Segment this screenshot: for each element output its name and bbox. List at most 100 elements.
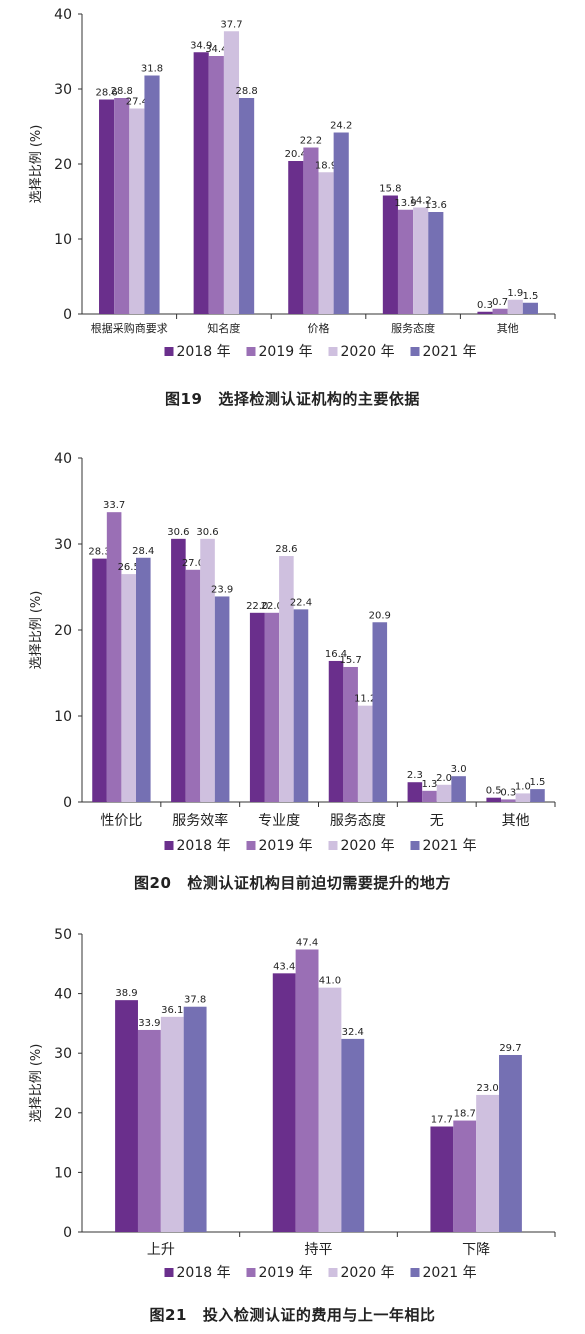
x-tick-label: 价格: [308, 321, 330, 335]
data-label: 22.2: [300, 136, 322, 147]
bar: [293, 609, 309, 802]
data-label: 13.6: [425, 200, 447, 211]
legend-swatch: [164, 1268, 174, 1277]
legend-entry: 2018 年: [177, 344, 231, 360]
data-label: 22.4: [290, 597, 312, 608]
figure-20: 0 10 20 30 40 选择比例 (%) 性价比 服务效率 专业度 服务态度 无 其他 28.3 30…: [0, 440, 585, 860]
x-tick-label: 其他: [497, 322, 519, 335]
bar: [318, 172, 334, 314]
legend-entry: 2021 年: [423, 344, 477, 360]
legend-swatch: [328, 841, 338, 850]
data-label: 28.6: [275, 544, 297, 555]
bar: [515, 793, 531, 802]
bar: [436, 784, 452, 802]
data-label: 1.5: [522, 291, 538, 302]
bar: [333, 132, 349, 314]
x-tick-label: 专业度: [258, 813, 300, 829]
bar: [357, 705, 373, 802]
data-label: 1.9: [507, 288, 523, 299]
data-label: 18.7: [454, 1109, 476, 1120]
data-label: 41.0: [319, 976, 341, 987]
bar: [136, 557, 151, 802]
x-tick-label: 下降: [462, 1242, 490, 1258]
bar: [486, 797, 501, 802]
caption-20-text: 检测认证机构目前迫切需要提升的地方: [187, 874, 451, 892]
bar: [430, 1126, 454, 1232]
bar: [214, 596, 230, 802]
y-tick-label: 0: [63, 1225, 72, 1241]
legend-entry: 2019 年: [259, 1265, 313, 1281]
data-label: 1.0: [515, 781, 531, 792]
bar: [183, 1006, 207, 1232]
bar: [382, 195, 398, 314]
data-label: 1.5: [530, 777, 546, 788]
bar: [208, 56, 224, 314]
chart-21: 0 10 20 30 40 50 选择比例 (%) 上升 持平 下降 38.9 43.4 17.7 33.…: [29, 927, 556, 1281]
data-label: 1.3: [422, 779, 438, 790]
data-label: 38.9: [115, 988, 137, 999]
data-label: 29.7: [499, 1043, 521, 1054]
legend-swatch: [410, 347, 420, 356]
x-tick-label: 持平: [305, 1242, 333, 1258]
data-label: 0.3: [477, 300, 493, 311]
bar: [341, 1038, 365, 1232]
bar: [185, 569, 201, 802]
bar: [200, 538, 215, 802]
data-label: 31.8: [141, 64, 163, 75]
legend-entry: 2019 年: [259, 838, 313, 854]
bar: [530, 789, 545, 802]
caption-19-text: 选择检测认证机构的主要依据: [218, 390, 420, 408]
bar: [114, 98, 130, 314]
y-tick-label: 0: [63, 795, 72, 811]
data-label: 27.0: [182, 558, 204, 569]
data-label: 3.0: [451, 764, 467, 775]
x-tick-label: 服务效率: [172, 812, 228, 829]
data-label: 27.4: [126, 97, 148, 108]
data-label: 15.8: [379, 184, 401, 195]
x-tick-label: 无: [430, 813, 444, 829]
data-label: 36.1: [161, 1005, 183, 1016]
data-label: 0.7: [492, 297, 508, 308]
data-label: 37.8: [184, 995, 206, 1006]
y-tick-label: 40: [54, 451, 72, 467]
x-tick-label: 上升: [147, 1242, 175, 1258]
bar: [422, 790, 437, 802]
bar: [507, 299, 523, 314]
legend-swatch: [246, 1268, 256, 1277]
y-tick-label: 30: [54, 82, 72, 98]
data-label: 2.0: [436, 773, 452, 784]
data-label: 34.9: [190, 40, 212, 51]
y-axis-label: 选择比例 (%): [29, 1044, 44, 1123]
data-label: 37.7: [220, 19, 242, 30]
bar: [343, 666, 358, 802]
y-tick-label: 10: [54, 709, 72, 725]
caption-20-number: 图20: [134, 874, 172, 892]
y-axis-label: 选择比例 (%): [29, 125, 44, 204]
bar: [328, 660, 344, 802]
bar: [272, 973, 296, 1232]
bar: [160, 1016, 184, 1232]
bar: [407, 782, 423, 802]
caption-21-number: 图21: [149, 1306, 187, 1324]
caption-19: 图19 选择检测认证机构的主要依据: [0, 388, 585, 409]
x-tick-label: 性价比: [100, 813, 142, 829]
y-tick-label: 10: [54, 232, 72, 248]
legend-entry: 2020 年: [341, 838, 395, 854]
bar: [288, 161, 304, 314]
chart-19: 0 10 20 30 40 选择比例 (%) 根据采购商要求 知名度 价格 服务态度 其他 28.6 3…: [29, 7, 556, 360]
x-tick-label: 知名度: [207, 321, 240, 335]
data-label: 15.7: [339, 655, 361, 666]
bar: [106, 512, 122, 802]
data-label: 2.3: [407, 770, 423, 781]
bar: [303, 147, 319, 314]
data-label: 32.4: [342, 1027, 364, 1038]
bar: [318, 987, 342, 1232]
legend-entry: 2020 年: [341, 344, 395, 360]
legend-entry: 2019 年: [259, 344, 313, 360]
bar: [295, 949, 319, 1232]
bar: [372, 622, 388, 802]
x-tick-label: 其他: [502, 813, 530, 829]
y-tick-label: 0: [63, 307, 72, 323]
legend-entry: 2018 年: [177, 1265, 231, 1281]
data-label: 14.2: [410, 196, 432, 207]
